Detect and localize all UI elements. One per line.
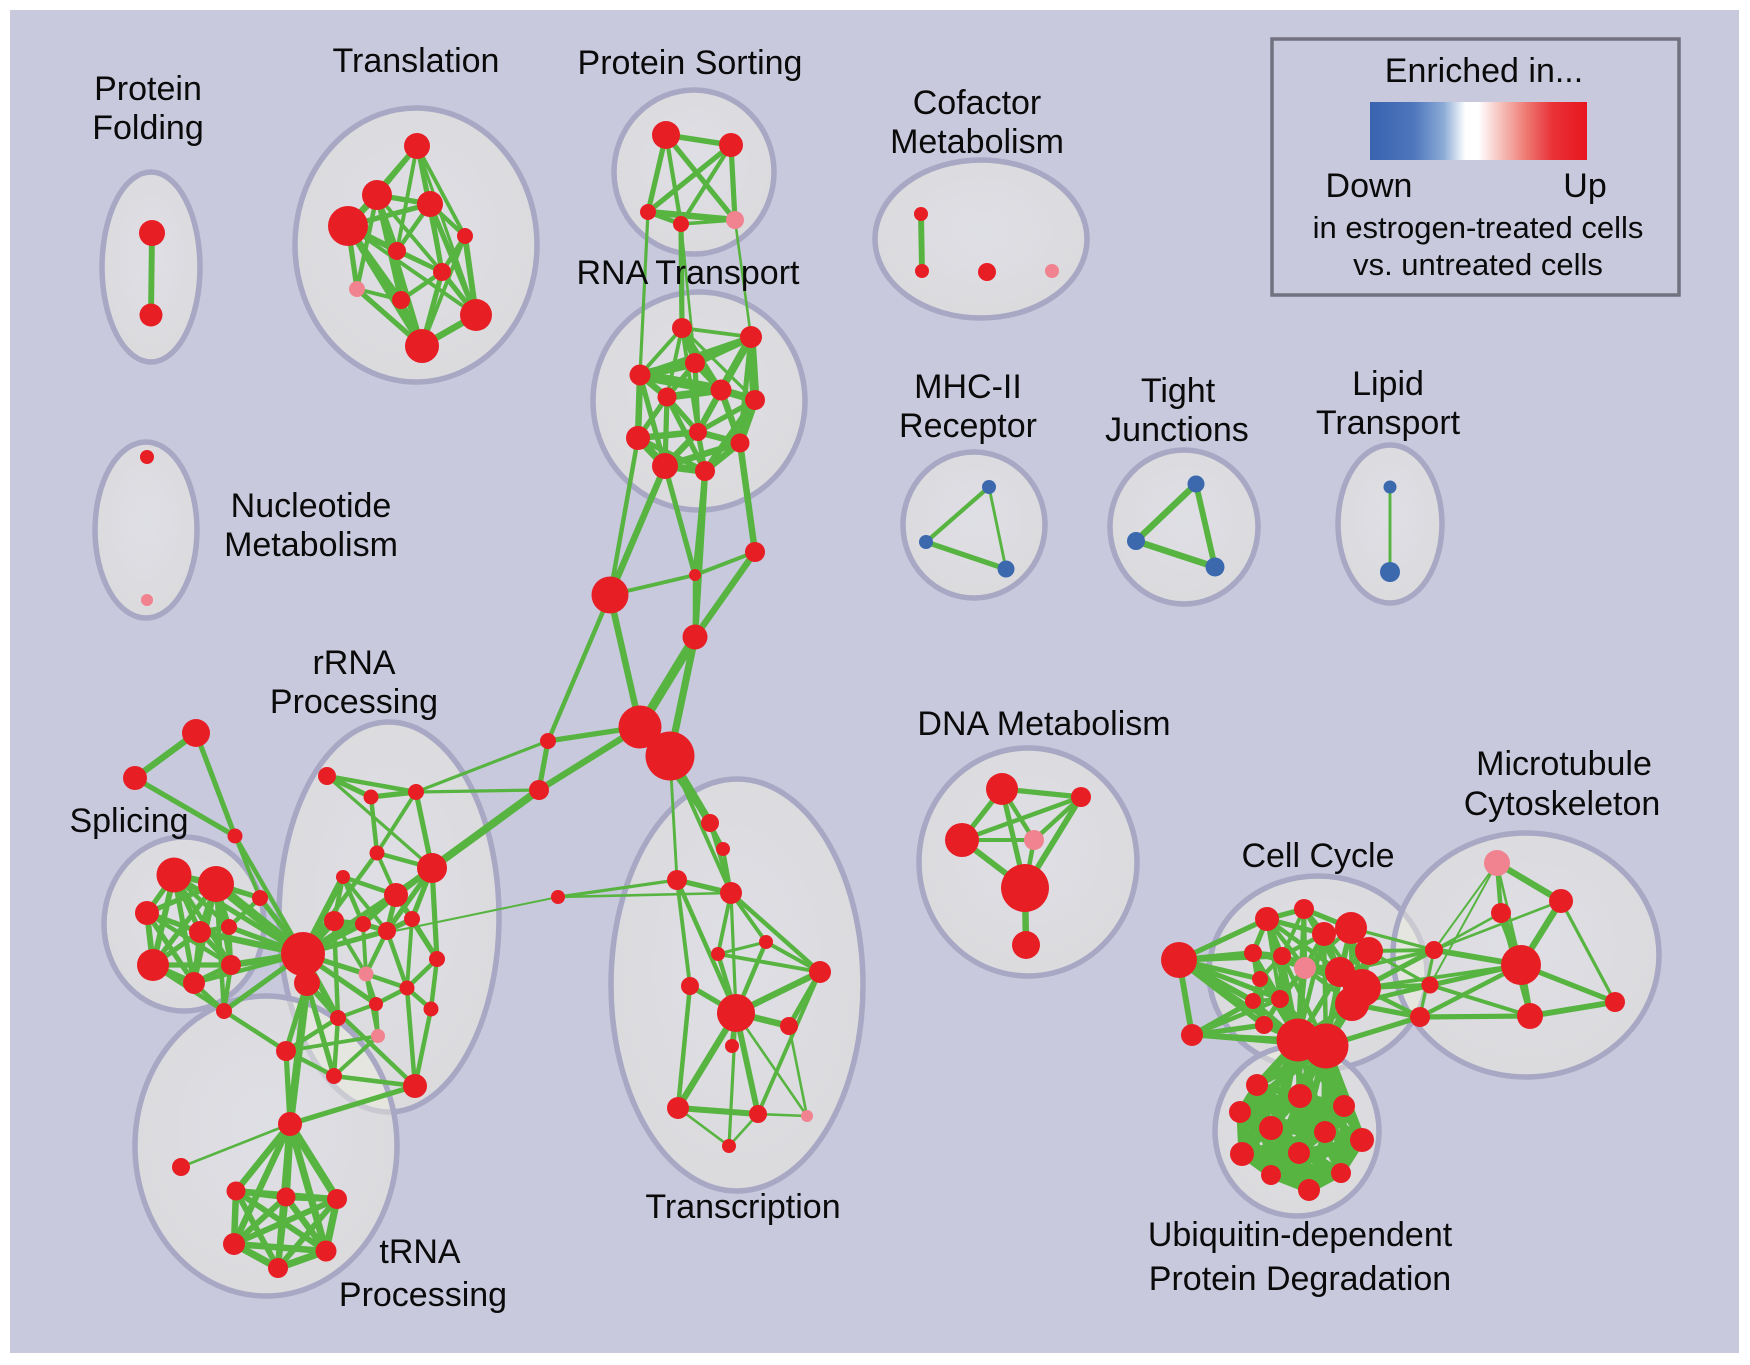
svg-text:Lipid: Lipid (1352, 365, 1424, 403)
svg-text:Cytoskeleton: Cytoskeleton (1464, 785, 1661, 823)
svg-text:Transcription: Transcription (645, 1188, 840, 1226)
svg-text:Splicing: Splicing (69, 802, 188, 840)
svg-text:Tight: Tight (1141, 372, 1216, 410)
svg-text:Up: Up (1563, 167, 1606, 205)
svg-text:Protein Sorting: Protein Sorting (578, 44, 803, 82)
svg-text:Down: Down (1326, 167, 1413, 205)
svg-text:Processing: Processing (270, 683, 438, 721)
svg-text:MHC-II: MHC-II (914, 368, 1022, 406)
svg-text:Protein: Protein (94, 70, 202, 108)
svg-text:RNA Transport: RNA Transport (577, 254, 801, 292)
svg-text:Receptor: Receptor (899, 407, 1037, 445)
svg-text:Protein Degradation: Protein Degradation (1149, 1260, 1451, 1298)
svg-text:tRNA: tRNA (379, 1233, 461, 1271)
svg-text:Enriched in...: Enriched in... (1385, 52, 1583, 90)
svg-text:Metabolism: Metabolism (224, 526, 398, 564)
svg-text:Cell Cycle: Cell Cycle (1241, 837, 1394, 875)
svg-text:Transport: Transport (1316, 404, 1461, 442)
svg-text:in estrogen-treated cells: in estrogen-treated cells (1313, 210, 1644, 245)
svg-text:Junctions: Junctions (1105, 411, 1249, 449)
svg-text:Cofactor: Cofactor (913, 84, 1042, 122)
svg-text:DNA Metabolism: DNA Metabolism (917, 705, 1170, 743)
svg-text:rRNA: rRNA (312, 644, 395, 682)
svg-text:Nucleotide: Nucleotide (231, 487, 392, 525)
svg-text:Translation: Translation (333, 42, 500, 80)
svg-text:vs. untreated cells: vs. untreated cells (1353, 247, 1603, 282)
svg-text:Folding: Folding (92, 109, 204, 147)
svg-text:Ubiquitin-dependent: Ubiquitin-dependent (1148, 1216, 1453, 1254)
svg-text:Microtubule: Microtubule (1476, 745, 1652, 783)
svg-text:Metabolism: Metabolism (890, 123, 1064, 161)
svg-text:Processing: Processing (339, 1276, 507, 1314)
